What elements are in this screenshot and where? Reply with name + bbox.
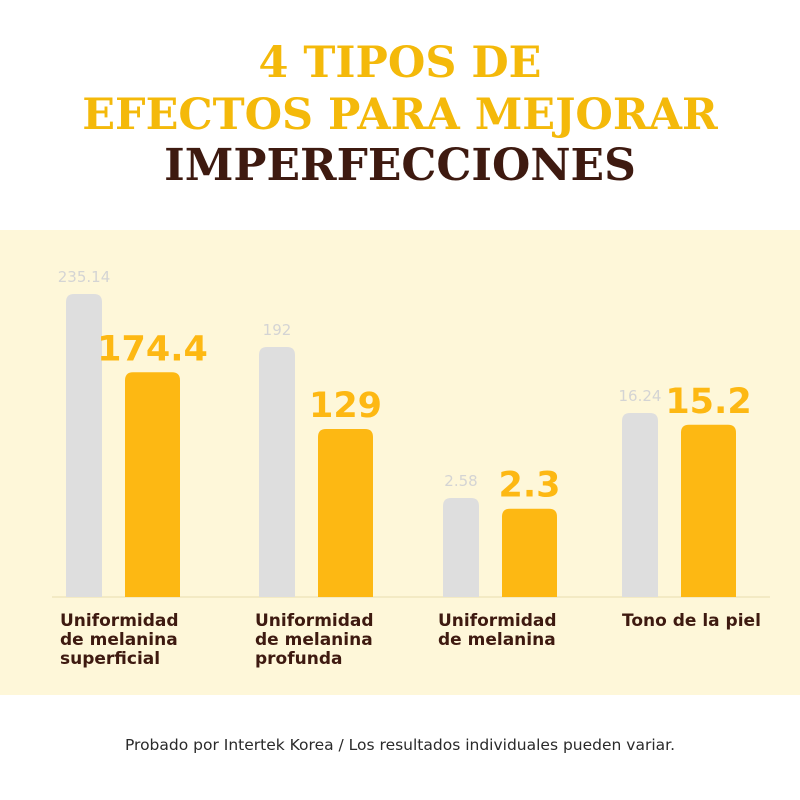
category-label-line: Uniformidad [60, 611, 179, 631]
title-line-1: 4 TIPOS DE [258, 38, 542, 88]
value-label-after-4: 15.2 [665, 382, 751, 422]
category-label-4: Tono de la piel [622, 612, 761, 631]
footnote: Probado por Intertek Korea / Los resulta… [124, 736, 676, 754]
title-line-3: IMPERFECCIONES [164, 140, 636, 191]
bar-chart: 235.14 174.4 192 129 2.58 2.3 16.24 15.2 [52, 268, 770, 598]
bar-after-2 [318, 429, 373, 597]
value-label-before-2: 192 [263, 321, 292, 339]
chart-panel: 235.14 174.4 192 129 2.58 2.3 16.24 15.2 Unifor… [0, 230, 800, 695]
bar-before-2 [259, 347, 295, 597]
bar-before-1 [66, 294, 102, 597]
category-label-line: Uniformidad [438, 611, 557, 631]
category-label-line: de melanina [60, 630, 178, 650]
bar-after-1 [125, 372, 180, 597]
category-label-line: de melanina [255, 630, 373, 650]
value-label-after-1: 174.4 [97, 329, 208, 369]
category-label-2: Uniformidad de melanina profunda [255, 612, 374, 669]
category-label-3: Uniformidad de melanina [438, 612, 557, 650]
value-label-after-3: 2.3 [498, 466, 560, 506]
bar-before-3 [443, 498, 479, 597]
bar-after-3 [502, 508, 557, 597]
category-label-1: Uniformidad de melanina superficial [60, 612, 179, 669]
title-line-2: EFECTOS PARA MEJORAR [82, 90, 718, 140]
value-label-before-4: 16.24 [619, 387, 662, 405]
category-label-line: Uniformidad [255, 611, 374, 631]
bar-after-4 [681, 424, 736, 597]
category-label-line: profunda [255, 649, 343, 669]
value-label-before-1: 235.14 [58, 268, 111, 286]
value-label-before-3: 2.58 [444, 472, 477, 490]
category-label-line: Tono de la piel [622, 611, 761, 631]
category-label-line: de melanina [438, 630, 556, 650]
value-label-after-2: 129 [309, 386, 382, 426]
category-label-line: superficial [60, 649, 161, 669]
bar-before-4 [622, 413, 658, 597]
